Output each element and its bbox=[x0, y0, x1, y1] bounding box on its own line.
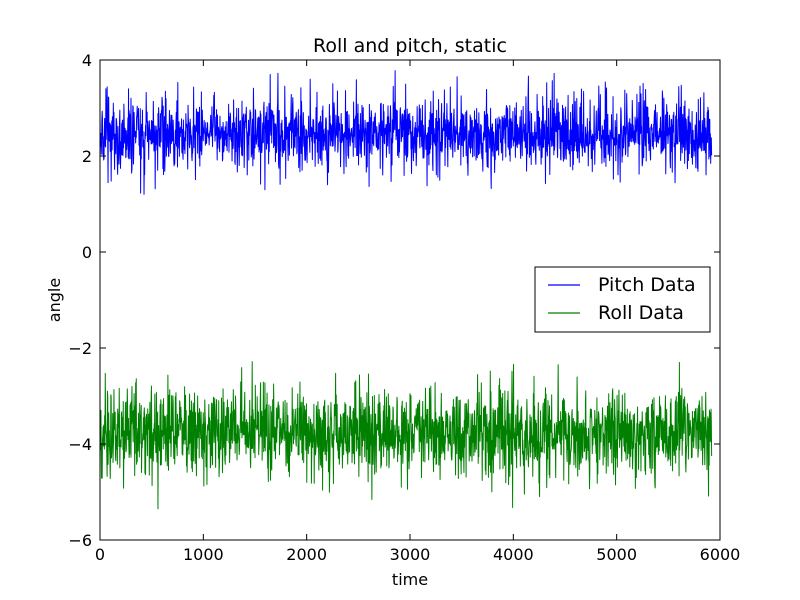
y-tick-label: 4 bbox=[82, 51, 92, 70]
series-layer bbox=[99, 70, 713, 510]
series-line-roll bbox=[99, 361, 713, 510]
x-axis: 0 1000 2000 3000 4000 5000 6000 bbox=[95, 60, 740, 564]
legend-box bbox=[534, 266, 711, 333]
legend-label-pitch: Pitch Data bbox=[598, 274, 696, 296]
x-tick-label: 5000 bbox=[596, 545, 637, 564]
x-tick-label: 0 bbox=[95, 545, 105, 564]
x-tick-label: 3000 bbox=[390, 545, 431, 564]
legend-label-roll: Roll Data bbox=[598, 302, 684, 324]
y-tick-label: −6 bbox=[68, 531, 92, 550]
legend: Pitch Data Roll Data bbox=[534, 266, 711, 333]
x-tick-label: 6000 bbox=[700, 545, 741, 564]
chart-title: Roll and pitch, static bbox=[313, 35, 507, 57]
x-axis-label: time bbox=[392, 570, 428, 589]
x-tick-label: 1000 bbox=[183, 545, 224, 564]
x-tick-label: 4000 bbox=[493, 545, 534, 564]
y-axis-label: angle bbox=[45, 278, 64, 322]
x-tick-label: 2000 bbox=[286, 545, 327, 564]
y-tick-label: −2 bbox=[68, 339, 92, 358]
y-tick-label: 0 bbox=[82, 243, 92, 262]
y-axis: −6 −4 −2 0 2 4 bbox=[68, 51, 720, 550]
y-tick-label: 2 bbox=[82, 147, 92, 166]
y-tick-label: −4 bbox=[68, 435, 92, 454]
series-line-pitch bbox=[99, 70, 713, 195]
